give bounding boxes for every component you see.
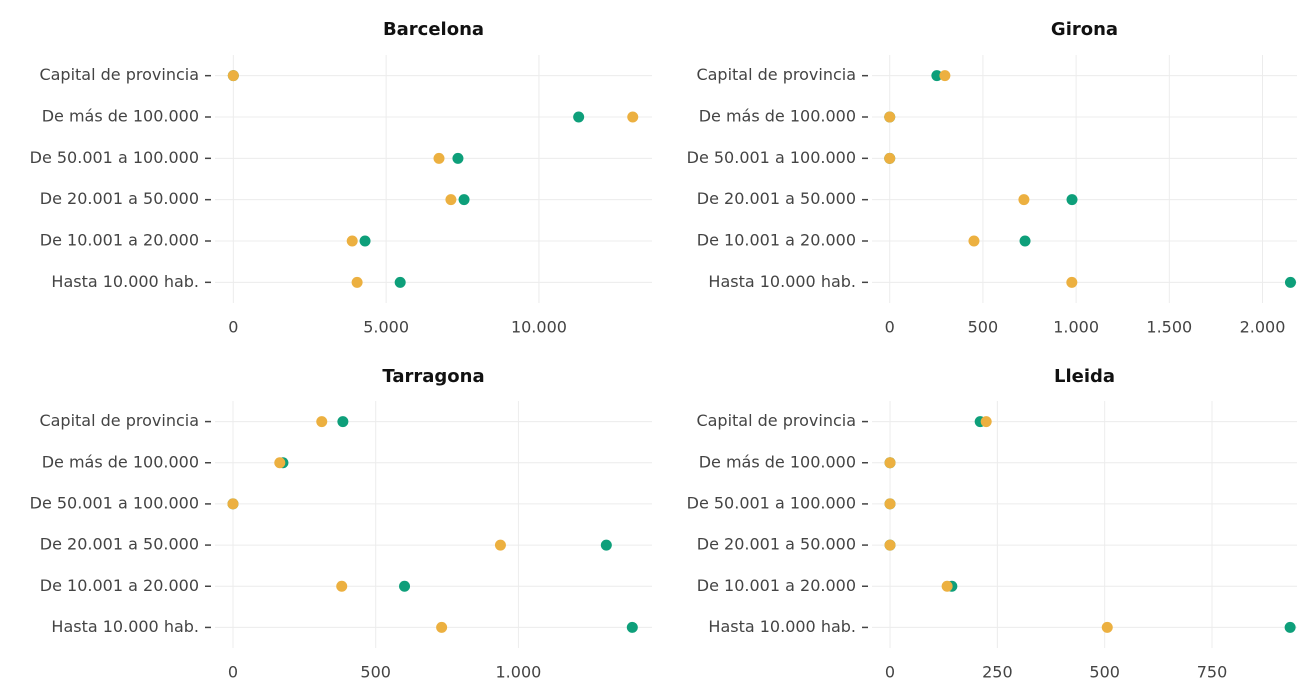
x-tick-label: 0: [228, 318, 238, 337]
dot: [359, 235, 371, 247]
x-tick-label: 500: [1089, 663, 1120, 681]
x-tick-label: 1.500: [1146, 318, 1192, 337]
dot: [274, 457, 286, 469]
x-tick-label: 0: [228, 663, 238, 681]
y-tick-label: De 50.001 a 100.000: [30, 148, 199, 167]
dot: [1284, 621, 1296, 633]
x-tick-label: 750: [1197, 663, 1228, 681]
y-tick-label: Capital de provincia: [39, 65, 199, 84]
dot: [968, 235, 980, 247]
dot: [316, 416, 328, 428]
dot: [1066, 276, 1078, 288]
x-tick-label: 0: [885, 318, 895, 337]
y-tick-label: Hasta 10.000 hab.: [708, 272, 856, 291]
y-tick-label: De 20.001 a 50.000: [40, 535, 199, 554]
y-tick-label: De 20.001 a 50.000: [40, 189, 199, 208]
dot: [931, 70, 943, 82]
dot: [351, 276, 363, 288]
dot: [1284, 276, 1296, 288]
dot: [884, 539, 896, 551]
panel-title: Girona: [1051, 19, 1118, 40]
y-tick-label: Hasta 10.000 hab.: [51, 617, 199, 636]
x-tick-label: 5.000: [363, 318, 409, 337]
dot: [436, 621, 448, 633]
y-tick-label: Hasta 10.000 hab.: [51, 272, 199, 291]
dot: [433, 152, 445, 164]
dot: [336, 580, 348, 592]
dot: [337, 416, 349, 428]
y-tick-label: De 50.001 a 100.000: [687, 148, 856, 167]
y-tick-label: De más de 100.000: [42, 107, 199, 126]
y-tick-label: De más de 100.000: [699, 107, 856, 126]
dot: [573, 111, 585, 123]
dot: [227, 70, 239, 82]
dot: [884, 498, 896, 510]
x-tick-label: 2.000: [1240, 318, 1286, 337]
dot: [227, 498, 239, 510]
dot: [884, 457, 896, 469]
x-tick-label: 1.000: [496, 663, 542, 681]
x-tick-label: 500: [360, 663, 391, 681]
dot: [939, 70, 951, 82]
dot: [626, 621, 638, 633]
dot: [1101, 621, 1113, 633]
x-tick-label: 250: [982, 663, 1013, 681]
y-tick-label: De 10.001 a 20.000: [697, 231, 856, 250]
y-tick-label: Capital de provincia: [39, 411, 199, 430]
panel-title: Lleida: [1054, 366, 1115, 387]
dot: [941, 580, 953, 592]
dot: [884, 111, 896, 123]
y-tick-label: De 10.001 a 20.000: [697, 576, 856, 595]
panel-title: Barcelona: [383, 19, 484, 40]
y-tick-label: Hasta 10.000 hab.: [708, 617, 856, 636]
dot: [458, 194, 470, 206]
y-tick-label: De 20.001 a 50.000: [697, 189, 856, 208]
dot: [600, 539, 612, 551]
dot: [346, 235, 358, 247]
x-tick-label: 500: [968, 318, 999, 337]
dot: [1066, 194, 1078, 206]
x-tick-label: 10.000: [511, 318, 567, 337]
dot: [452, 152, 464, 164]
y-tick-label: Capital de provincia: [696, 65, 856, 84]
dot: [399, 580, 411, 592]
y-tick-label: Capital de provincia: [696, 411, 856, 430]
y-tick-label: De 50.001 a 100.000: [687, 493, 856, 512]
dot: [1018, 194, 1030, 206]
y-tick-label: De 10.001 a 20.000: [40, 231, 199, 250]
dot: [394, 276, 406, 288]
dot: [627, 111, 639, 123]
dot: [980, 416, 992, 428]
y-tick-label: De 50.001 a 100.000: [30, 493, 199, 512]
dot: [884, 152, 896, 164]
y-tick-label: De 10.001 a 20.000: [40, 576, 199, 595]
y-tick-label: De 20.001 a 50.000: [697, 535, 856, 554]
y-tick-label: De más de 100.000: [699, 452, 856, 471]
y-tick-label: De más de 100.000: [42, 452, 199, 471]
panel-title: Tarragona: [382, 366, 484, 387]
x-tick-label: 0: [885, 663, 895, 681]
x-tick-label: 1.000: [1053, 318, 1099, 337]
dot: [494, 539, 506, 551]
dot: [445, 194, 457, 206]
dot: [1019, 235, 1031, 247]
